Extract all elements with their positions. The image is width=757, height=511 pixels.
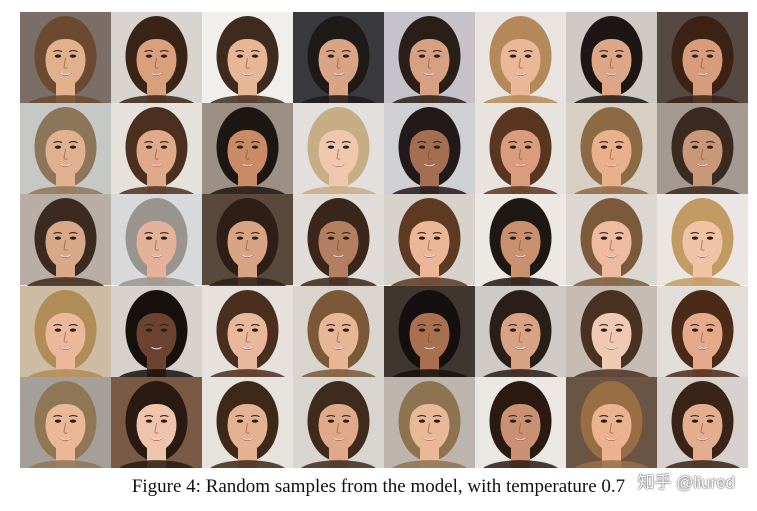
face-sample-19 [202, 194, 293, 286]
face-sample-37 [384, 376, 475, 468]
face-sample-13 [384, 103, 475, 195]
face-sample-5 [384, 12, 475, 104]
face-sample-38 [475, 376, 566, 468]
face-sample-39 [566, 376, 657, 468]
face-sample-33 [20, 376, 111, 468]
face-sample-1 [20, 12, 111, 104]
face-sample-34 [111, 376, 202, 468]
face-sample-8 [657, 12, 748, 104]
face-sample-22 [475, 194, 566, 286]
face-sample-15 [566, 103, 657, 195]
face-sample-25 [20, 285, 111, 377]
face-sample-27 [202, 285, 293, 377]
face-sample-20 [293, 194, 384, 286]
face-sample-12 [293, 103, 384, 195]
face-sample-24 [657, 194, 748, 286]
face-sample-4 [293, 12, 384, 104]
face-sample-2 [111, 12, 202, 104]
face-sample-30 [475, 285, 566, 377]
face-sample-7 [566, 12, 657, 104]
face-sample-3 [202, 12, 293, 104]
face-sample-40 [657, 376, 748, 468]
face-sample-28 [293, 285, 384, 377]
face-sample-26 [111, 285, 202, 377]
face-sample-31 [566, 285, 657, 377]
face-sample-23 [566, 194, 657, 286]
face-sample-16 [657, 103, 748, 195]
sample-grid [20, 12, 748, 468]
figure-caption: Figure 4: Random samples from the model,… [131, 476, 626, 497]
face-sample-18 [111, 194, 202, 286]
face-sample-10 [111, 103, 202, 195]
face-sample-21 [384, 194, 475, 286]
face-sample-9 [20, 103, 111, 195]
face-sample-35 [202, 376, 293, 468]
face-sample-17 [20, 194, 111, 286]
face-sample-32 [657, 285, 748, 377]
face-sample-11 [202, 103, 293, 195]
face-sample-36 [293, 376, 384, 468]
watermark: 知乎 @liured [637, 473, 735, 492]
face-sample-14 [475, 103, 566, 195]
face-sample-6 [475, 12, 566, 104]
face-sample-29 [384, 285, 475, 377]
